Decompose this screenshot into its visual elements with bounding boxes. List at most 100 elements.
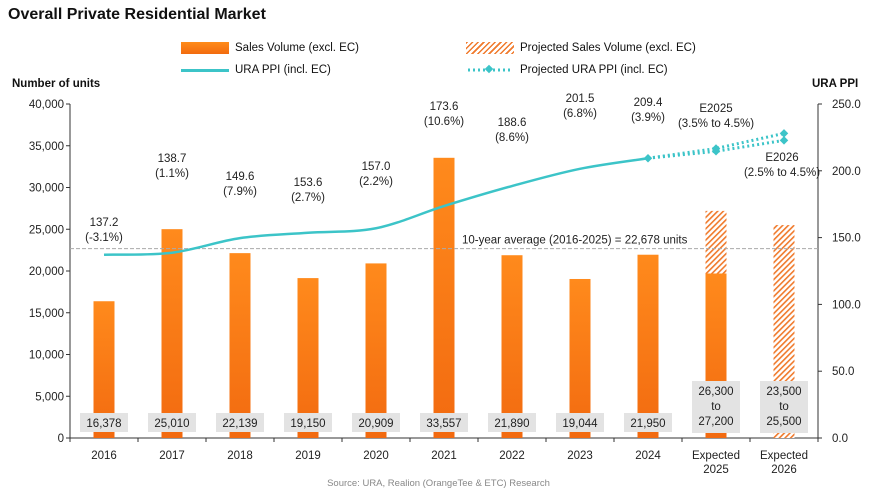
x-tick-label: 2021 <box>431 450 457 462</box>
source-note: Source: URA, Realion (OrangeTee & ETC) R… <box>327 478 550 489</box>
e2025-range-label: (3.5% to 4.5%) <box>678 118 754 130</box>
ppi-value-label: 153.6 <box>294 177 323 189</box>
bar-value-label: to <box>711 401 721 413</box>
x-tick-label: 2016 <box>91 450 117 462</box>
x-tick-label: 2025 <box>703 464 729 476</box>
e2025-label: E2025 <box>699 103 732 115</box>
bar-value-label: 27,200 <box>698 416 733 428</box>
ppi-value-label: 201.5 <box>566 93 595 105</box>
legend-sales-label: Sales Volume (excl. EC) <box>235 42 359 54</box>
ppi-change-label: (3.9%) <box>631 112 665 124</box>
bar-value-label: 20,909 <box>358 418 393 430</box>
y-axis-title: Number of units <box>12 78 101 90</box>
legend-projected-ppi: Projected URA PPI (incl. EC) <box>466 64 668 76</box>
sales-bar <box>433 157 455 438</box>
sales-bar <box>161 229 183 438</box>
ppi-value-label: 209.4 <box>634 97 663 109</box>
bar-value-label: 19,150 <box>290 418 325 430</box>
value-label-box <box>760 381 808 433</box>
value-label-box <box>624 413 672 432</box>
sales-bar <box>297 278 319 438</box>
value-label-box <box>80 413 128 432</box>
legend-ppi-swatch <box>181 68 229 72</box>
y2-tick-label: 250.0 <box>832 99 861 111</box>
x-tick-label: Expected <box>692 450 740 462</box>
bar-value-label: to <box>779 401 789 413</box>
ppi-value-label: 149.6 <box>226 171 255 183</box>
value-label-box <box>284 413 332 432</box>
y-tick-label: 20,000 <box>29 266 64 278</box>
ppi-value-label: 157.0 <box>362 161 391 173</box>
x-tick-label: 2020 <box>363 450 389 462</box>
legend-projected-sales-swatch <box>466 42 514 54</box>
sales-bar <box>229 253 251 438</box>
bar-value-label: 21,890 <box>494 418 529 430</box>
x-tick-label: 2023 <box>567 450 593 462</box>
legend-sales: Sales Volume (excl. EC) <box>181 42 359 54</box>
ppi-change-label: (10.6%) <box>424 116 464 128</box>
y2-axis-title: URA PPI <box>812 78 859 90</box>
bar-value-label: 23,500 <box>766 386 801 398</box>
sales-bar <box>637 254 659 438</box>
x-tick-label: 2017 <box>159 450 185 462</box>
legend-ppi-label: URA PPI (incl. EC) <box>235 64 331 76</box>
sales-bar <box>501 255 523 438</box>
average-label: 10-year average (2016-2025) = 22,678 uni… <box>462 235 688 247</box>
y2-tick-label: 200.0 <box>832 166 861 178</box>
bar-value-label: 33,557 <box>426 418 461 430</box>
ppi-change-label: (-3.1%) <box>85 232 123 244</box>
y-tick-label: 15,000 <box>29 308 64 320</box>
x-tick-label: 2018 <box>227 450 253 462</box>
ppi-value-label: 137.2 <box>90 217 119 229</box>
chart-title: Overall Private Residential Market <box>8 6 266 23</box>
value-label-box <box>352 413 400 432</box>
e2026-range-label: (2.5% to 4.5%) <box>744 167 820 179</box>
legend-ppi: URA PPI (incl. EC) <box>181 64 331 76</box>
projected-ppi-low-marker <box>779 136 789 145</box>
bar-value-label: 16,378 <box>86 418 121 430</box>
value-label-box <box>556 413 604 432</box>
x-tick-label: 2026 <box>771 464 797 476</box>
value-label-box <box>148 413 196 432</box>
x-tick-label: Expected <box>760 450 808 462</box>
ppi-value-label: 138.7 <box>158 153 187 165</box>
e2026-label: E2026 <box>765 152 798 164</box>
bar-value-label: 19,044 <box>562 418 598 430</box>
bar-value-label: 25,010 <box>154 418 189 430</box>
y-tick-label: 5,000 <box>35 391 64 403</box>
x-tick-label: 2019 <box>295 450 321 462</box>
y2-tick-label: 0.0 <box>832 433 848 445</box>
ppi-change-label: (2.2%) <box>359 176 393 188</box>
sales-bar <box>569 278 591 438</box>
legend-projected-ppi-swatch <box>468 64 512 74</box>
ppi-change-label: (1.1%) <box>155 168 189 180</box>
legend-projected-ppi-label: Projected URA PPI (incl. EC) <box>520 64 668 76</box>
ppi-line <box>103 157 649 256</box>
y2-tick-label: 150.0 <box>832 233 861 245</box>
x-tick-label: 2022 <box>499 450 525 462</box>
y2-tick-label: 100.0 <box>832 299 861 311</box>
value-label-box <box>216 413 264 432</box>
y-tick-label: 30,000 <box>29 183 64 195</box>
ppi-end-marker <box>643 153 653 163</box>
legend-projected-sales: Projected Sales Volume (excl. EC) <box>466 42 696 54</box>
bar-value-label: 22,139 <box>222 418 257 430</box>
value-label-box <box>692 381 740 433</box>
y-tick-label: 25,000 <box>29 224 64 236</box>
y2-tick-label: 50.0 <box>832 366 854 378</box>
bar-value-label: 25,500 <box>766 416 801 428</box>
y-tick-label: 0 <box>58 433 64 445</box>
sales-bar <box>93 301 115 438</box>
projected-ppi-high-line <box>647 131 785 160</box>
ppi-change-label: (7.9%) <box>223 186 257 198</box>
y-tick-label: 40,000 <box>29 99 64 111</box>
legend-sales-swatch <box>181 42 229 54</box>
ppi-change-label: (2.7%) <box>291 192 325 204</box>
y-tick-label: 35,000 <box>29 141 64 153</box>
ppi-value-label: 188.6 <box>498 117 527 129</box>
ppi-change-label: (8.6%) <box>495 132 529 144</box>
x-tick-label: 2024 <box>635 450 661 462</box>
bar-value-label: 26,300 <box>698 386 733 398</box>
legend-projected-sales-label: Projected Sales Volume (excl. EC) <box>520 42 696 54</box>
